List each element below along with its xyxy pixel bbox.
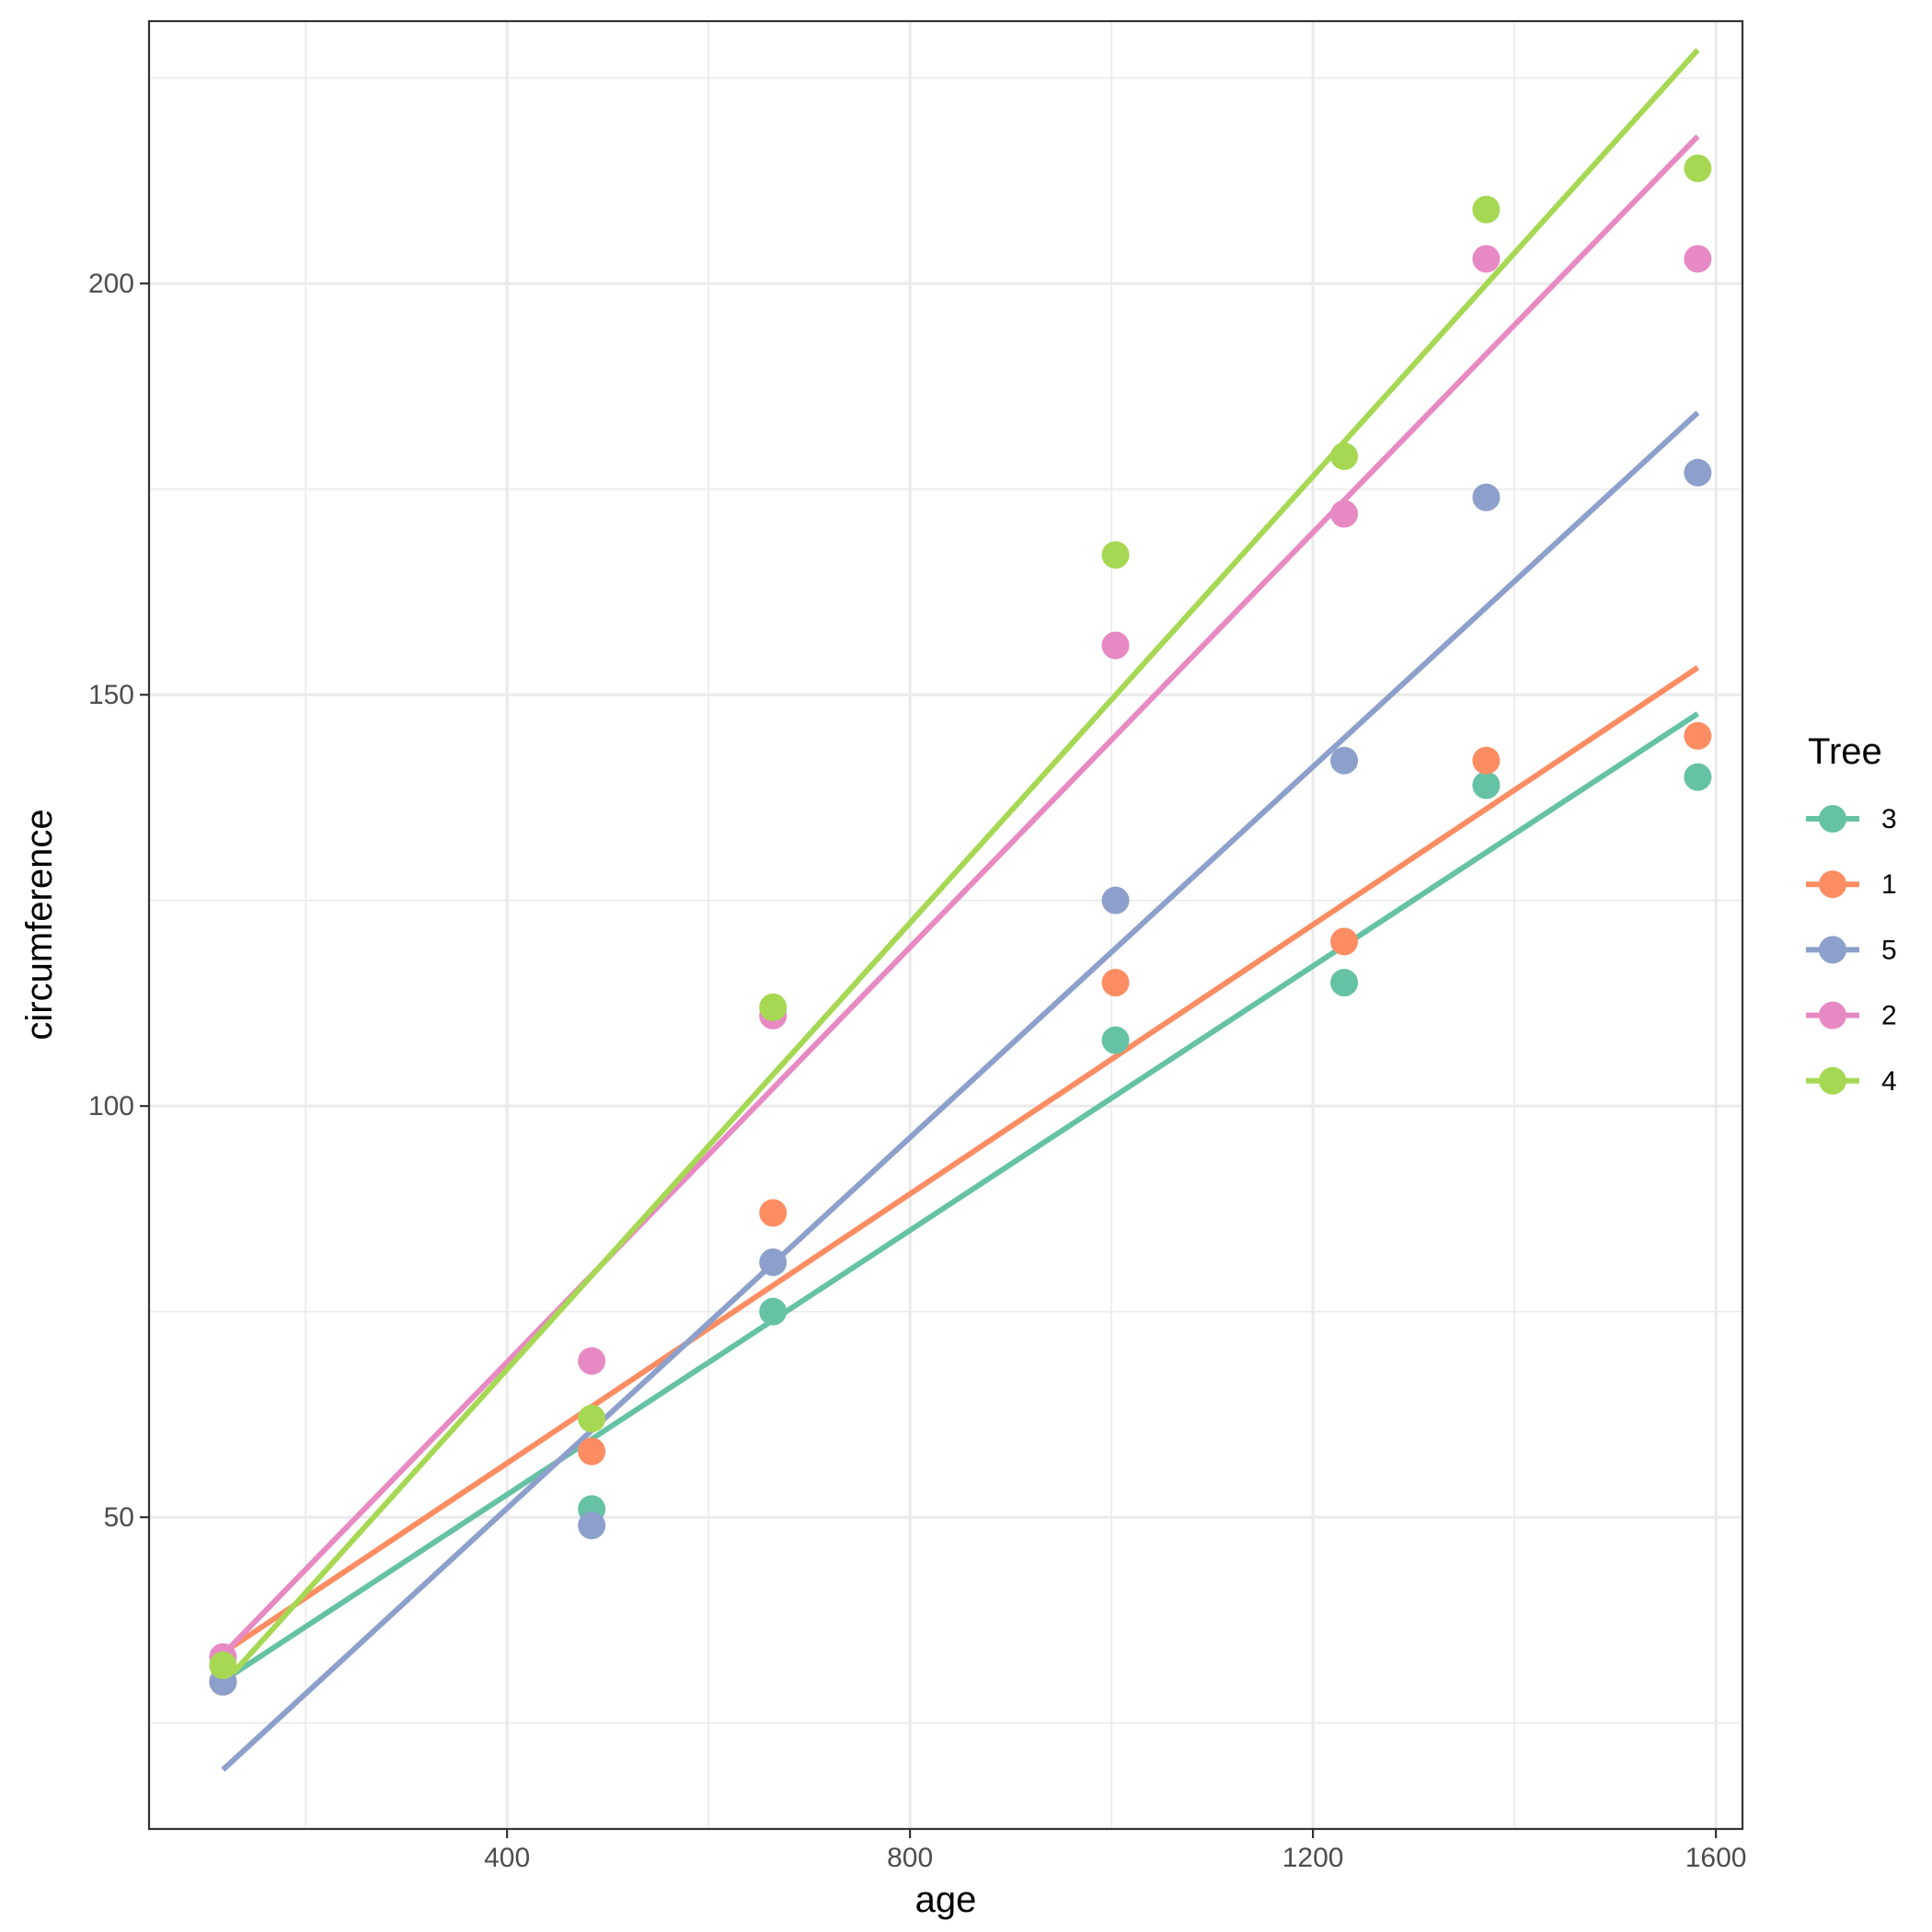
y-axis-title: circumference: [19, 809, 60, 1040]
fit-line-tree-4: [221, 48, 1700, 1686]
point-tree-3: [1472, 771, 1501, 799]
y-tick-label: 100: [88, 1091, 134, 1121]
legend-key-point: [1819, 870, 1846, 899]
point-tree-4: [759, 993, 788, 1021]
point-tree-2: [578, 1347, 606, 1375]
point-tree-5: [1101, 886, 1130, 914]
point-tree-2: [1472, 245, 1501, 273]
x-tick-label: 800: [887, 1843, 933, 1873]
x-axis-ticks: 400 800 1200 1600: [484, 1829, 1746, 1873]
plot-background: [149, 21, 1742, 1829]
x-tick-label: 1200: [1282, 1843, 1344, 1873]
x-tick-label: 1600: [1685, 1843, 1747, 1873]
point-tree-4: [1684, 155, 1712, 183]
point-tree-3: [1101, 1026, 1130, 1054]
point-tree-1: [759, 1199, 788, 1227]
point-tree-1: [1330, 927, 1359, 956]
fit-line-tree-1: [221, 665, 1700, 1656]
point-tree-1: [578, 1437, 606, 1466]
x-axis-title: age: [915, 1880, 977, 1920]
legend-label: 3: [1881, 804, 1897, 834]
point-tree-4: [578, 1404, 606, 1432]
legend-label: 5: [1881, 935, 1897, 965]
legend-key-point: [1819, 805, 1846, 833]
point-tree-5: [1472, 483, 1501, 512]
fit-line-tree-2: [221, 134, 1700, 1657]
legend-key-point: [1819, 1066, 1846, 1095]
data-points: [209, 155, 1712, 1696]
fit-line-tree-3: [221, 711, 1700, 1684]
fit-lines: [221, 48, 1700, 1772]
point-tree-5: [1684, 458, 1712, 487]
y-tick-label: 150: [88, 680, 134, 710]
point-tree-2: [1330, 500, 1359, 528]
point-tree-4: [209, 1651, 237, 1680]
point-tree-2: [1101, 631, 1130, 660]
legend-key-point: [1819, 1001, 1846, 1029]
grid-major: [149, 21, 1742, 1829]
point-tree-1: [1472, 746, 1501, 775]
legend-label: 1: [1881, 869, 1897, 900]
point-tree-5: [578, 1512, 606, 1540]
point-tree-3: [1684, 763, 1712, 791]
legend-items: 3 1 5 2 4: [1806, 804, 1897, 1097]
legend-key-point: [1819, 936, 1846, 964]
point-tree-5: [1330, 746, 1359, 775]
point-tree-4: [1101, 541, 1130, 569]
point-tree-2: [1684, 245, 1712, 273]
point-tree-3: [759, 1297, 788, 1326]
y-axis-ticks: 50 100 150 200: [88, 269, 149, 1533]
y-tick-label: 200: [88, 269, 134, 299]
legend-label: 4: [1881, 1066, 1897, 1097]
legend: Tree 3 1 5 2 4: [1806, 731, 1897, 1097]
legend-title: Tree: [1808, 731, 1882, 772]
y-tick-label: 50: [104, 1502, 134, 1533]
point-tree-4: [1330, 442, 1359, 470]
point-tree-1: [1101, 969, 1130, 997]
plot-border: [147, 19, 1744, 1831]
fit-line-tree-5: [221, 410, 1700, 1772]
point-tree-3: [1330, 969, 1359, 997]
point-tree-1: [1684, 721, 1712, 750]
x-tick-label: 400: [484, 1843, 530, 1873]
point-tree-4: [1472, 195, 1501, 224]
legend-label: 2: [1881, 1001, 1897, 1031]
point-tree-5: [759, 1248, 788, 1277]
